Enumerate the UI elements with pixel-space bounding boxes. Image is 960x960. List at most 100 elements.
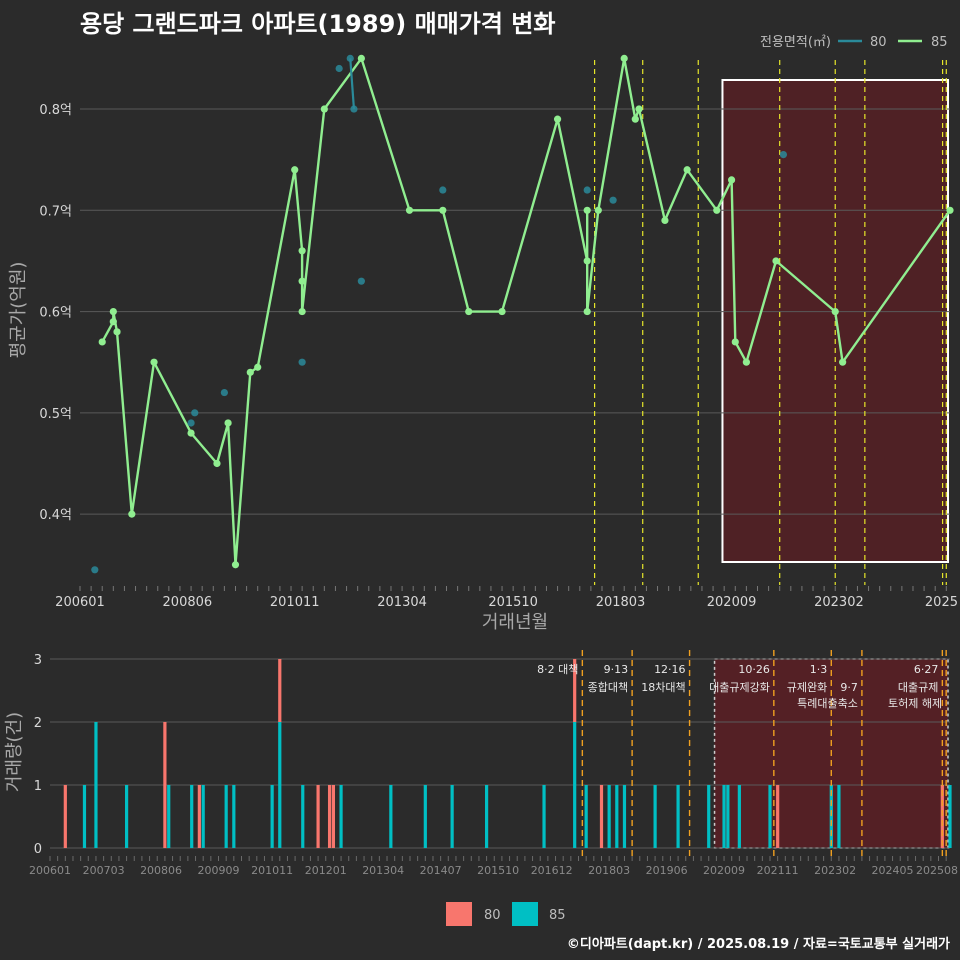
bar-80 (940, 785, 944, 848)
bar-85 (94, 722, 98, 848)
data-point-85 (465, 307, 473, 316)
bar-80 (776, 785, 780, 848)
x-tick-label: 200806 (163, 595, 213, 610)
data-point-80 (350, 105, 358, 113)
bar-85 (622, 785, 627, 848)
data-point-85 (661, 216, 669, 225)
data-point-85 (583, 206, 591, 214)
bar-85 (837, 785, 841, 848)
x-tick-label: 201510 (488, 595, 538, 610)
x-tick-label: 201304 (377, 595, 427, 610)
bar-80 (63, 785, 67, 848)
bar-x-tick-label: 201906 (646, 864, 688, 877)
data-point-80 (187, 419, 195, 427)
data-point-80 (335, 64, 343, 73)
series-line-85 (101, 57, 951, 566)
y-tick-label: 0.5억 (39, 407, 72, 422)
data-point-85 (150, 358, 158, 366)
x-tick-label: 2025 (925, 595, 958, 610)
bar-85 (278, 722, 282, 848)
data-point-85 (231, 561, 240, 569)
bar-x-tick-label: 201612 (531, 864, 573, 877)
chart-title: 용당 그랜드파크 아파트(1989) 매매가격 변화 (80, 10, 556, 38)
event-label-extra: 토허제 해제 (888, 696, 942, 710)
data-point-80 (91, 566, 99, 574)
event-label-name: 9·7 (840, 681, 858, 694)
event-label-date: 12·16 (654, 663, 686, 676)
x-tick-label: 202009 (707, 595, 757, 610)
bar-x-tick-label: 202405 (872, 864, 914, 877)
event-label-date: 8·2 대책 (537, 663, 578, 676)
bar-85 (707, 785, 711, 848)
data-point-80 (583, 186, 591, 194)
x-tick-label: 202302 (814, 595, 864, 610)
bar-85 (573, 722, 577, 848)
bar-y-tick-label: 0 (34, 842, 42, 857)
bar-85 (450, 785, 454, 848)
bar-x-tick-label: 201803 (588, 864, 630, 877)
bar-85 (224, 785, 228, 848)
bar-x-tick-label: 200703 (83, 864, 125, 877)
bar-85 (615, 785, 619, 848)
event-label-name: 종합대책 (588, 681, 628, 694)
legend-label-80: 80 (870, 35, 887, 50)
bar-legend-label-85: 85 (549, 908, 566, 923)
event-label-extra: 특례대출축소 (797, 697, 858, 710)
bar-85 (124, 785, 129, 848)
bar-85 (584, 785, 588, 848)
bar-x-tick-label: 201304 (362, 864, 404, 877)
bar-80 (599, 785, 604, 848)
event-label-name: 규제완화 (787, 681, 827, 694)
data-point-80 (439, 186, 447, 194)
x-tick-label: 200601 (55, 595, 105, 610)
bar-85 (270, 785, 274, 848)
data-point-85 (298, 307, 306, 316)
bar-85 (726, 785, 730, 848)
data-point-85 (357, 54, 365, 62)
bar-x-tick-label: 201407 (420, 864, 462, 877)
bar-85 (737, 785, 741, 848)
y-axis-title: 평균가(억원) (8, 262, 29, 359)
bar-80 (331, 785, 336, 848)
bar-85 (301, 785, 305, 848)
bar-85 (190, 785, 194, 848)
event-label-date: 6·27 (914, 663, 939, 676)
legend-label-85: 85 (931, 35, 948, 50)
bar-85 (829, 785, 833, 848)
event-label-date: 9·13 (604, 663, 629, 676)
credit-text: ©디아파트(dapt.kr) / 2025.08.19 / 자료=국토교통부 실… (566, 937, 950, 952)
data-point-85 (254, 363, 262, 371)
bar-y-tick-label: 3 (34, 653, 42, 668)
data-point-85 (742, 358, 750, 366)
bar-85 (768, 785, 772, 848)
bar-y-tick-label: 2 (34, 716, 42, 731)
data-point-85 (213, 459, 221, 468)
legend-title: 전용면적(㎡) (760, 35, 831, 50)
bar-x-tick-label: 202111 (757, 864, 799, 877)
data-point-85 (298, 277, 306, 285)
data-point-80 (357, 277, 365, 285)
data-point-85 (320, 105, 328, 113)
bar-85 (542, 785, 546, 848)
bar-80 (163, 722, 167, 848)
y-tick-label: 0.8억 (39, 103, 72, 118)
data-point-85 (727, 176, 736, 184)
data-point-85 (946, 206, 954, 214)
x-tick-label: 201011 (270, 595, 320, 610)
data-point-85 (187, 429, 195, 437)
bar-85 (232, 785, 236, 848)
data-point-85 (839, 358, 847, 366)
data-point-80 (298, 358, 306, 366)
y-tick-label: 0.7억 (39, 204, 72, 219)
x-tick-label: 201803 (596, 595, 646, 610)
data-point-85 (713, 206, 721, 214)
bar-85 (423, 785, 427, 848)
bar-legend-label-80: 80 (484, 908, 501, 923)
event-label-date: 1·3 (810, 663, 828, 676)
x-axis-title: 거래년월 (482, 612, 548, 633)
bar-85 (82, 785, 87, 848)
bar-85 (653, 785, 657, 848)
data-point-80 (779, 150, 788, 159)
event-label-name: 대출규제 (898, 681, 938, 694)
